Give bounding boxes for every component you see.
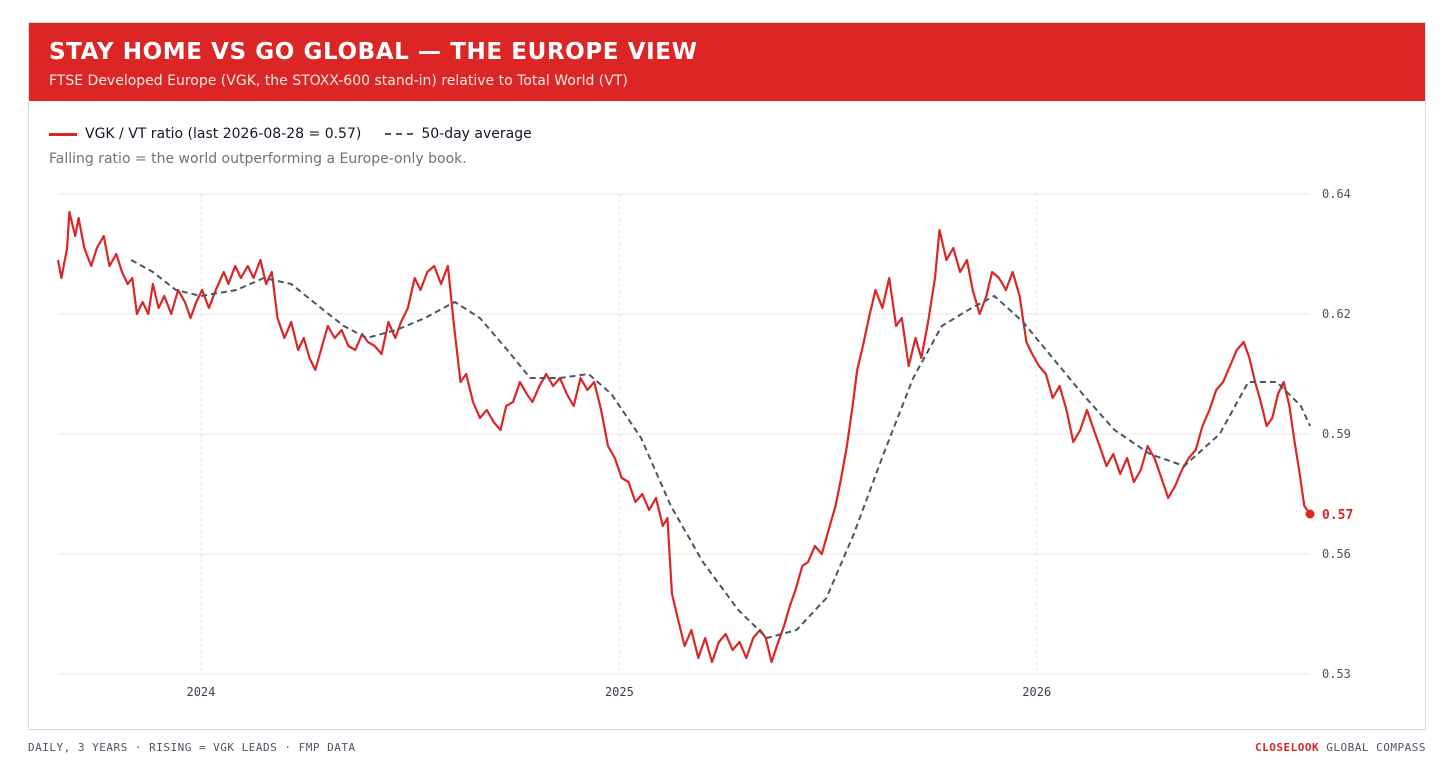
- last-value-marker: [1305, 509, 1315, 519]
- y-tick-label: 0.56: [1322, 547, 1351, 561]
- y-tick-label: 0.59: [1322, 427, 1351, 441]
- brand-name: CLOSELOOK: [1255, 741, 1320, 754]
- series-line-ratio: [56, 210, 1311, 664]
- chart-legend: VGK / VT ratio (last 2026-08-28 = 0.57) …: [49, 124, 556, 144]
- x-tick-label: 2026: [1022, 685, 1051, 699]
- footer-brand-block: CLOSELOOK GLOBAL COMPASS: [1255, 741, 1426, 754]
- legend-label-average: 50-day average: [421, 126, 532, 142]
- chart-card: STAY HOME VS GO GLOBAL — THE EUROPE VIEW…: [28, 22, 1426, 730]
- legend-item-ratio: VGK / VT ratio (last 2026-08-28 = 0.57): [49, 126, 361, 142]
- chart-note: Falling ratio = the world outperforming …: [49, 151, 467, 167]
- x-tick-label: 2025: [605, 685, 634, 699]
- legend-swatch-ratio: [49, 132, 77, 136]
- series-line-average: [130, 259, 1311, 640]
- page-subtitle: FTSE Developed Europe (VGK, the STOXX-60…: [49, 73, 628, 89]
- brand-suffix: GLOBAL COMPASS: [1326, 741, 1426, 754]
- y-tick-label: 0.62: [1322, 307, 1351, 321]
- legend-item-average: 50-day average: [385, 126, 532, 142]
- footer-caption: DAILY, 3 YEARS · RISING = VGK LEADS · FM…: [28, 741, 356, 754]
- legend-swatch-average: [385, 133, 414, 135]
- last-value-label: 0.57: [1322, 508, 1353, 523]
- legend-label-ratio: VGK / VT ratio (last 2026-08-28 = 0.57): [85, 126, 362, 142]
- y-tick-label: 0.53: [1322, 667, 1351, 681]
- header-banner: STAY HOME VS GO GLOBAL — THE EUROPE VIEW…: [29, 23, 1425, 101]
- y-tick-label: 0.64: [1322, 187, 1351, 201]
- page-title: STAY HOME VS GO GLOBAL — THE EUROPE VIEW: [49, 39, 698, 65]
- x-tick-label: 2024: [186, 685, 215, 699]
